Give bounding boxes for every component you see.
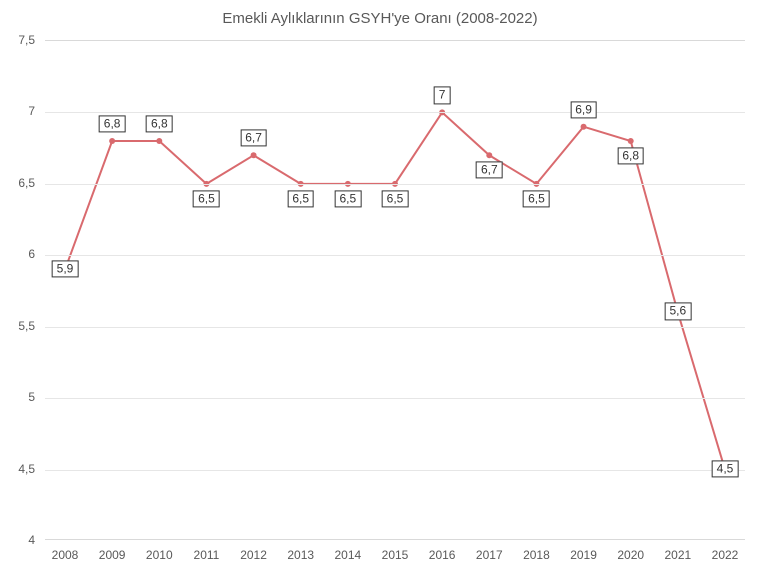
gridline [45,184,745,185]
gridline [45,112,745,113]
x-tick-label: 2010 [146,548,173,562]
data-label: 6,8 [99,115,126,132]
chart-container: Emekli Aylıklarının GSYH'ye Oranı (2008-… [0,0,760,576]
data-marker [156,138,162,144]
x-tick-label: 2013 [287,548,314,562]
y-tick-label: 6,5 [5,176,35,190]
x-tick-label: 2008 [52,548,79,562]
x-tick-label: 2014 [334,548,361,562]
data-label: 6,5 [382,190,409,207]
data-label: 7 [434,87,451,104]
data-label: 4,5 [712,460,739,477]
gridline [45,327,745,328]
data-label: 6,5 [335,190,362,207]
x-tick-label: 2021 [664,548,691,562]
y-tick-label: 6 [5,247,35,261]
x-tick-label: 2011 [194,548,220,562]
x-tick-label: 2016 [429,548,456,562]
chart-title: Emekli Aylıklarının GSYH'ye Oranı (2008-… [0,10,760,27]
x-tick-label: 2019 [570,548,597,562]
gridline [45,470,745,471]
x-tick-label: 2017 [476,548,503,562]
y-tick-label: 5,5 [5,319,35,333]
data-label: 6,5 [193,190,220,207]
data-label: 6,8 [617,147,644,164]
y-tick-label: 5 [5,390,35,404]
y-tick-label: 4 [5,533,35,547]
x-tick-label: 2012 [240,548,267,562]
data-label: 6,7 [240,130,267,147]
y-tick-label: 7,5 [5,33,35,47]
data-label: 6,8 [146,115,173,132]
gridline [45,398,745,399]
data-marker [109,138,115,144]
data-marker [486,152,492,158]
x-tick-label: 2020 [617,548,644,562]
data-label: 5,6 [665,303,692,320]
x-tick-label: 2022 [712,548,739,562]
data-label: 6,5 [523,190,550,207]
x-tick-label: 2018 [523,548,550,562]
data-label: 6,5 [287,190,314,207]
series-line [65,112,725,469]
data-label: 6,7 [476,162,503,179]
data-marker [581,124,587,130]
data-label: 5,9 [52,260,79,277]
gridline [45,255,745,256]
y-tick-label: 7 [5,104,35,118]
x-tick-label: 2015 [382,548,409,562]
data-marker [628,138,634,144]
y-tick-label: 4,5 [5,462,35,476]
x-tick-label: 2009 [99,548,126,562]
data-label: 6,9 [570,101,597,118]
data-marker [251,152,257,158]
